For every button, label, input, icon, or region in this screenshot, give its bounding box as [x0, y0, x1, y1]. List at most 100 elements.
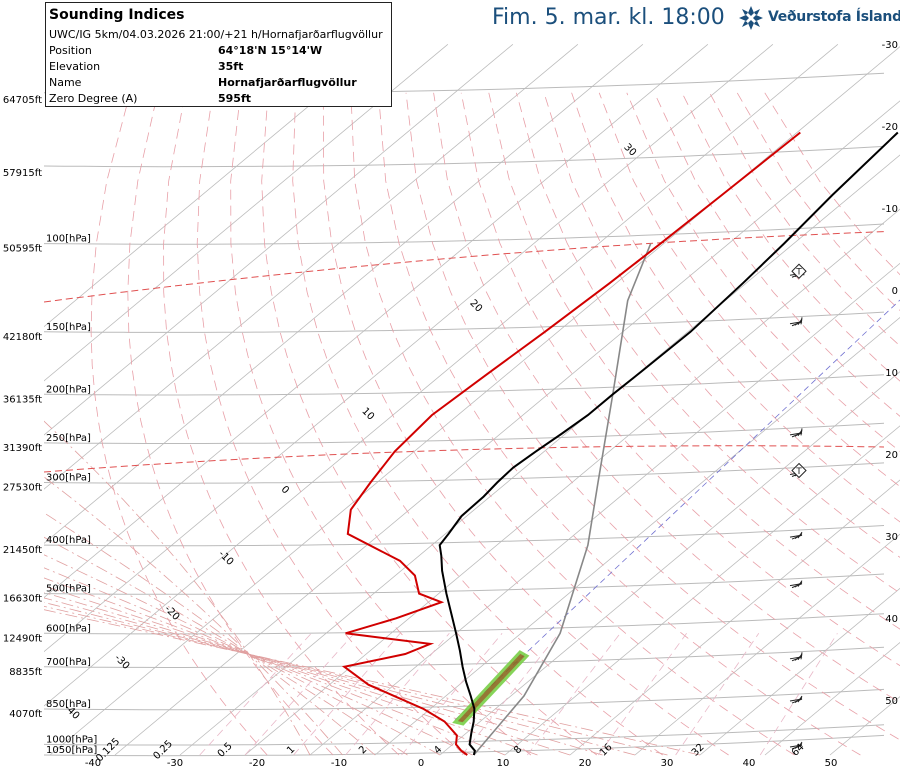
freezing-line: [44, 445, 885, 473]
wind-barb: [789, 695, 803, 704]
moist-adiabat-line: [44, 605, 668, 756]
info-value: Hornafjarðarflugvöllur: [218, 76, 357, 89]
isotherm-line: [44, 43, 774, 653]
altitude-tick-label: 50595ft: [3, 244, 42, 255]
isobar-line: [44, 145, 885, 168]
isotherm-line: [374, 316, 900, 756]
pressure-tick-label: 1000[hPa]: [46, 734, 97, 745]
moist-adiabat-line: [44, 592, 571, 756]
isobar-line: [44, 573, 885, 595]
isotherm-label: -20: [162, 604, 181, 623]
dry-adiabat-line: [516, 92, 900, 594]
dry-adiabat-line: [654, 92, 900, 417]
mixing-ratio-label: 0.5: [216, 741, 235, 760]
altitude-tick-label: 42180ft: [3, 332, 42, 343]
dry-adiabat-line: [571, 92, 900, 523]
moist-adiabat-line: [44, 554, 441, 756]
barb-flag: [797, 741, 803, 749]
info-row-name: Name Hornafjarðarflugvöllur: [49, 76, 389, 92]
dry-adiabat-line: [230, 92, 532, 756]
sounding-indices-box: Sounding Indices UWC/IG 5km/04.03.2026 2…: [45, 2, 392, 107]
dewpoint-curve: [341, 131, 801, 756]
chart-grid: [44, 43, 900, 757]
altitude-tick-label: 12490ft: [3, 633, 42, 644]
mixing-ratio-label: 1: [285, 744, 297, 756]
bottom-temp-label: -20: [249, 758, 265, 768]
parcel-curve: [473, 243, 652, 756]
dry-adiabat-line: [598, 92, 900, 487]
wind-barb: [789, 317, 803, 327]
altitude-tick-label: 31390ft: [3, 443, 42, 454]
moist-adiabat-line: [44, 420, 311, 756]
moist-adiabat-line: [44, 567, 473, 756]
mixing-ratio-line: [759, 633, 838, 756]
isotherm-line: [44, 43, 644, 544]
wind-barb: [789, 428, 803, 438]
wind-barb: [789, 531, 803, 540]
altitude-tick-label: 64705ft: [3, 95, 42, 106]
isotherm-line: [44, 43, 579, 490]
moist-adiabat-line: [44, 577, 506, 756]
theta-label: 0: [892, 286, 898, 297]
moist-adiabat-line: [44, 602, 636, 756]
mixing-ratio-line: [401, 633, 503, 756]
bottom-temp-label: -40: [85, 758, 101, 768]
pressure-tick-label: 150[hPa]: [46, 322, 91, 333]
barb-flag: [797, 580, 803, 587]
isotherm-label: 10: [359, 406, 376, 423]
tropopause-marker: T: [791, 263, 807, 279]
info-value: 64°18'N 15°14'W: [218, 44, 323, 57]
info-value: 595ft: [218, 92, 252, 105]
altitude-tick-label: 57915ft: [3, 168, 42, 179]
theta-label: 40: [885, 614, 898, 625]
altitude-tick-label: 16630ft: [3, 594, 42, 605]
pressure-tick-label: 1050[hPa]: [46, 745, 97, 756]
isobar-line: [44, 311, 885, 333]
altitude-tick-label: 4070ft: [9, 709, 42, 720]
theta-label: -30: [882, 40, 898, 51]
isobar-line: [44, 724, 885, 746]
dry-adiabat-line: [460, 92, 900, 667]
info-value: 35ft: [218, 60, 244, 73]
mixing-ratio-line: [293, 633, 401, 756]
bottom-temp-label: 10: [497, 758, 510, 768]
isobar-line: [44, 613, 885, 635]
snowflake-logo-icon: [739, 6, 763, 30]
pressure-tick-label: 700[hPa]: [46, 657, 91, 668]
wind-barb: [789, 580, 803, 589]
bottom-temp-label: -30: [167, 758, 183, 768]
info-key: Name: [49, 76, 82, 89]
moist-adiabat-line: [44, 585, 538, 756]
moist-adiabat-line: [44, 476, 343, 756]
barb-flag: [800, 428, 803, 436]
isobar-line: [44, 646, 885, 668]
reference-line: [454, 299, 900, 721]
dry-adiabat-line: [292, 92, 663, 756]
mixing-ratio-line: [527, 633, 621, 756]
dry-adiabat-line: [127, 92, 334, 756]
theta-label: -20: [882, 122, 898, 133]
mixing-ratio-line: [675, 633, 760, 756]
forecast-time-title: Fim. 5. mar. kl. 18:00: [492, 5, 725, 30]
barb-flag: [800, 317, 803, 325]
mixing-ratio-label: 0.125: [94, 736, 122, 764]
tropopause-diamond: [791, 462, 807, 479]
pressure-tick-label: 100[hPa]: [46, 234, 91, 245]
theta-label: 30: [885, 532, 898, 543]
wind-barbs: TT: [789, 263, 807, 750]
info-key: Elevation: [49, 60, 101, 73]
bottom-temp-label: 50: [825, 758, 838, 768]
moist-adiabat-line: [44, 597, 603, 756]
mixing-ratio-label: 4: [432, 744, 444, 756]
isotherm-line: [44, 43, 839, 707]
dry-adiabat-line: [433, 92, 900, 703]
theta-label: 50: [885, 696, 898, 707]
mixing-ratio-label: 8: [512, 744, 524, 756]
bottom-temp-label: 0: [418, 758, 424, 768]
info-row-position: Position 64°18'N 15°14'W: [49, 44, 389, 60]
isotherm-line: [44, 43, 709, 599]
info-key: Position: [49, 44, 92, 57]
isobar-line: [44, 688, 885, 711]
info-row-elevation: Elevation 35ft: [49, 60, 389, 76]
